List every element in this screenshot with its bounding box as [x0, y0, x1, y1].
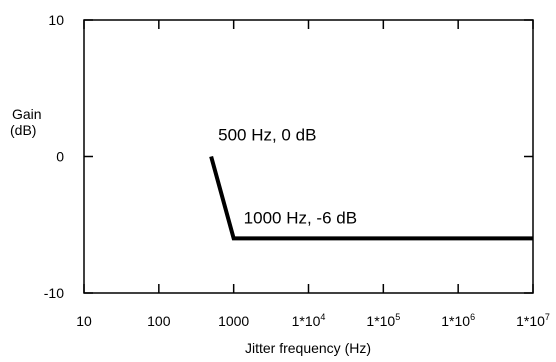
- x-tick-label: 10: [76, 313, 92, 329]
- y-tick-label: 10: [48, 12, 64, 28]
- x-tick-label: 1*106: [441, 312, 475, 329]
- y-axis-title-line2: (dB): [10, 122, 36, 138]
- annotation-label: 500 Hz, 0 dB: [218, 126, 316, 145]
- annotation-label: 1000 Hz, -6 dB: [244, 208, 357, 227]
- x-tick-label: 1*107: [516, 312, 550, 329]
- x-tick-label: 1*105: [366, 312, 400, 329]
- x-tick-label-exponent: 7: [545, 312, 550, 322]
- annotations: 500 Hz, 0 dB 1000 Hz, -6 dB: [218, 126, 357, 228]
- x-tick-label-exponent: 5: [395, 312, 400, 322]
- x-tick-label-exponent: 6: [470, 312, 475, 322]
- y-tick-label: 0: [56, 149, 64, 165]
- x-axis-title: Jitter frequency (Hz): [245, 340, 371, 356]
- series-line: [209, 155, 533, 241]
- y-tick-labels: 10 0 -10: [44, 12, 64, 301]
- axis-ticks: [83, 19, 534, 294]
- y-tick-label: -10: [44, 285, 64, 301]
- plot-frame: [83, 19, 534, 294]
- x-tick-label: 1000: [218, 313, 249, 329]
- x-tick-labels: 10 100 1000 1*104 1*105 1*106 1*107: [76, 312, 550, 329]
- y-axis-title-line1: Gain: [12, 106, 42, 122]
- x-tick-label-exponent: 4: [320, 312, 325, 322]
- series-group: [209, 155, 533, 241]
- x-tick-label: 100: [147, 313, 171, 329]
- x-tick-label: 1*104: [292, 312, 326, 329]
